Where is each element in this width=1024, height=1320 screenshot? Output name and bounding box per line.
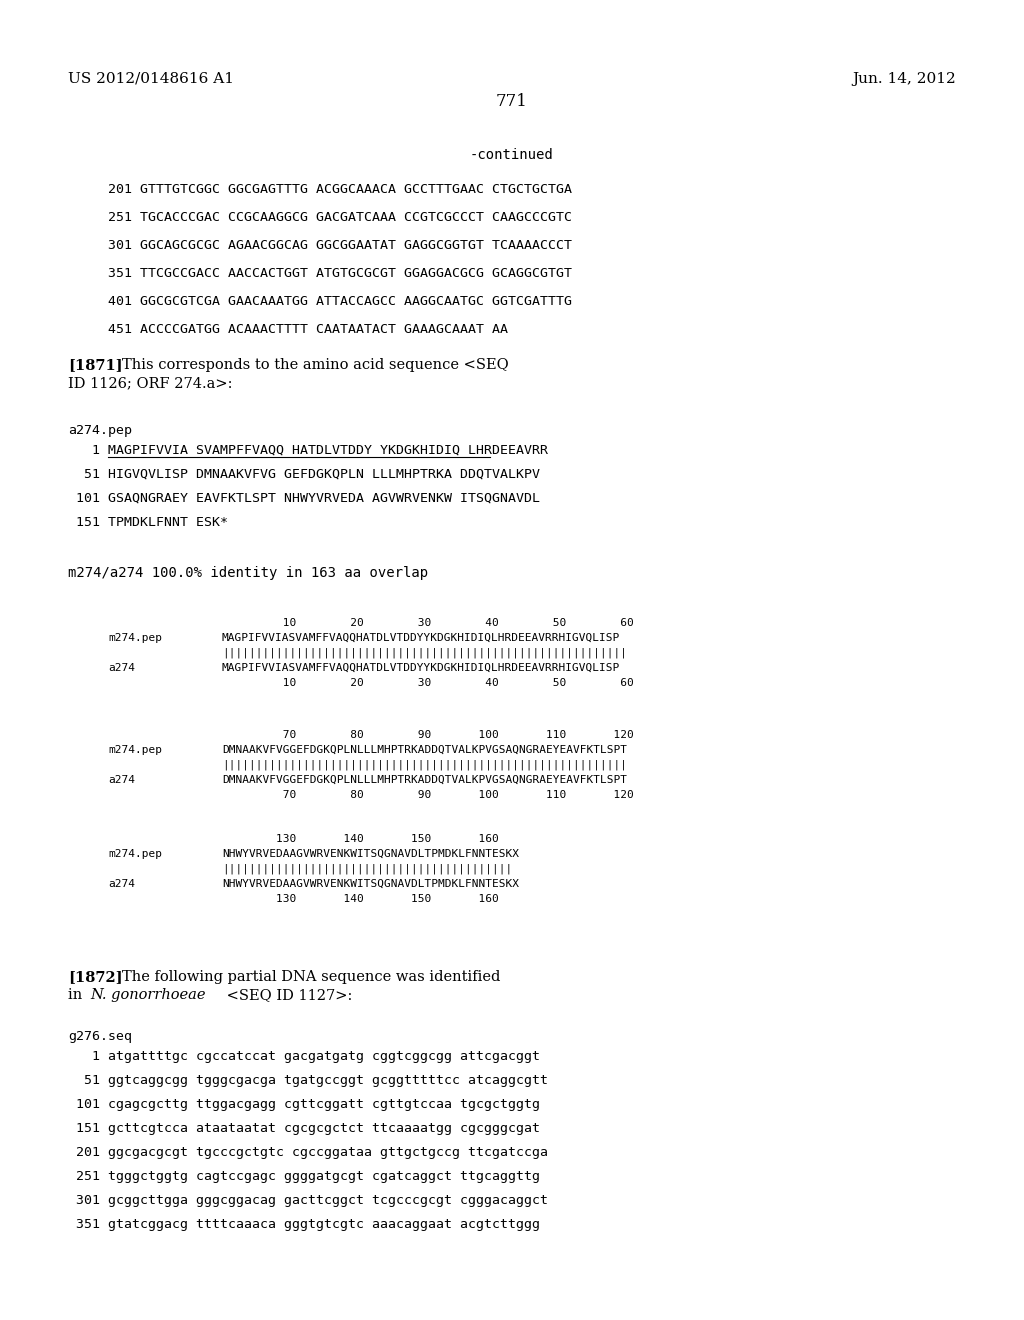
Text: 51 HIGVQVLISP DMNAAKVFVG GEFDGKQPLN LLLMHPTRKA DDQTVALKPV: 51 HIGVQVLISP DMNAAKVFVG GEFDGKQPLN LLLM… [68,469,540,480]
Text: 1 MAGPIFVVIA SVAMPFFVAQQ HATDLVTDDY YKDGKHIDIQ LHRDEEAVRR: 1 MAGPIFVVIA SVAMPFFVAQQ HATDLVTDDY YKDG… [68,444,548,457]
Text: 201 ggcgacgcgt tgcccgctgtc cgccggataa gttgctgccg ttcgatccga: 201 ggcgacgcgt tgcccgctgtc cgccggataa gt… [68,1146,548,1159]
Text: MAGPIFVVIASVAMFFVAQQHATDLVTDDYYKDGKHIDIQLHRDEEAVRRHIGVQLISP: MAGPIFVVIASVAMFFVAQQHATDLVTDDYYKDGKHIDIQ… [222,663,621,673]
Text: This corresponds to the amino acid sequence <SEQ: This corresponds to the amino acid seque… [122,358,509,372]
Text: ||||||||||||||||||||||||||||||||||||||||||||||||||||||||||||: ||||||||||||||||||||||||||||||||||||||||… [222,648,627,659]
Text: a274.pep: a274.pep [68,424,132,437]
Text: 201 GTTTGTCGGC GGCGAGTTTG ACGGCAAACA GCCTTTGAAC CTGCTGCTGA: 201 GTTTGTCGGC GGCGAGTTTG ACGGCAAACA GCC… [108,183,572,195]
Text: ID 1126; ORF 274.a>:: ID 1126; ORF 274.a>: [68,376,232,389]
Text: NHWYVRVEDAAGVWRVENKWITSQGNAVDLTPMDKLFNNTESKX: NHWYVRVEDAAGVWRVENKWITSQGNAVDLTPMDKLFNNT… [222,849,519,859]
Text: 301 GGCAGCGCGC AGAACGGCAG GGCGGAATAT GAGGCGGTGT TCAAAACCCT: 301 GGCAGCGCGC AGAACGGCAG GGCGGAATAT GAG… [108,239,572,252]
Text: m274.pep: m274.pep [108,744,162,755]
Text: NHWYVRVEDAAGVWRVENKWITSQGNAVDLTPMDKLFNNTESKX: NHWYVRVEDAAGVWRVENKWITSQGNAVDLTPMDKLFNNT… [222,879,519,888]
Text: |||||||||||||||||||||||||||||||||||||||||||: ||||||||||||||||||||||||||||||||||||||||… [222,865,512,874]
Text: 51 ggtcaggcgg tgggcgacga tgatgccggt gcggtttttcc atcaggcgtt: 51 ggtcaggcgg tgggcgacga tgatgccggt gcgg… [68,1074,548,1086]
Text: 70        80        90       100       110       120: 70 80 90 100 110 120 [222,789,634,800]
Text: US 2012/0148616 A1: US 2012/0148616 A1 [68,73,234,86]
Text: 10        20        30        40        50        60: 10 20 30 40 50 60 [222,678,634,688]
Text: N. gonorrhoeae: N. gonorrhoeae [90,987,206,1002]
Text: The following partial DNA sequence was identified: The following partial DNA sequence was i… [122,970,501,983]
Text: in: in [68,987,87,1002]
Text: MAGPIFVVIASVAMFFVAQQHATDLVTDDYYKDGKHIDIQLHRDEEAVRRHIGVQLISP: MAGPIFVVIASVAMFFVAQQHATDLVTDDYYKDGKHIDIQ… [222,634,621,643]
Text: g276.seq: g276.seq [68,1030,132,1043]
Text: 130       140       150       160: 130 140 150 160 [222,834,499,843]
Text: ||||||||||||||||||||||||||||||||||||||||||||||||||||||||||||: ||||||||||||||||||||||||||||||||||||||||… [222,760,627,771]
Text: a274: a274 [108,775,135,785]
Text: 301 gcggcttgga gggcggacag gacttcggct tcgcccgcgt cgggacaggct: 301 gcggcttgga gggcggacag gacttcggct tcg… [68,1195,548,1206]
Text: 1 atgattttgc cgccatccat gacgatgatg cggtcggcgg attcgacggt: 1 atgattttgc cgccatccat gacgatgatg cggtc… [68,1049,540,1063]
Text: 351 TTCGCCGACC AACCACTGGT ATGTGCGCGT GGAGGACGCG GCAGGCGTGT: 351 TTCGCCGACC AACCACTGGT ATGTGCGCGT GGA… [108,267,572,280]
Text: 130       140       150       160: 130 140 150 160 [222,894,499,904]
Text: <SEQ ID 1127>:: <SEQ ID 1127>: [222,987,352,1002]
Text: Jun. 14, 2012: Jun. 14, 2012 [852,73,956,86]
Text: a274: a274 [108,879,135,888]
Text: -continued: -continued [470,148,554,162]
Text: 101 cgagcgcttg ttggacgagg cgttcggatt cgttgtccaa tgcgctggtg: 101 cgagcgcttg ttggacgagg cgttcggatt cgt… [68,1098,540,1111]
Text: m274.pep: m274.pep [108,849,162,859]
Text: DMNAAKVFVGGEFDGKQPLNLLLMHPTRKADDQTVALKPVGSAQNGRAEYEAVFKTLSPT: DMNAAKVFVGGEFDGKQPLNLLLMHPTRKADDQTVALKPV… [222,775,627,785]
Text: m274/a274 100.0% identity in 163 aa overlap: m274/a274 100.0% identity in 163 aa over… [68,566,428,579]
Text: 251 tgggctggtg cagtccgagc ggggatgcgt cgatcaggct ttgcaggttg: 251 tgggctggtg cagtccgagc ggggatgcgt cga… [68,1170,540,1183]
Text: 401 GGCGCGTCGA GAACAAATGG ATTACCAGCC AAGGCAATGC GGTCGATTTG: 401 GGCGCGTCGA GAACAAATGG ATTACCAGCC AAG… [108,294,572,308]
Text: 251 TGCACCCGAC CCGCAAGGCG GACGATCAAA CCGTCGCCCT CAAGCCCGTC: 251 TGCACCCGAC CCGCAAGGCG GACGATCAAA CCG… [108,211,572,224]
Text: 70        80        90       100       110       120: 70 80 90 100 110 120 [222,730,634,741]
Text: 10        20        30        40        50        60: 10 20 30 40 50 60 [222,618,634,628]
Text: a274: a274 [108,663,135,673]
Text: 771: 771 [496,92,528,110]
Text: 351 gtatcggacg ttttcaaaca gggtgtcgtc aaacaggaat acgtcttggg: 351 gtatcggacg ttttcaaaca gggtgtcgtc aaa… [68,1218,540,1232]
Text: 151 TPMDKLFNNT ESK*: 151 TPMDKLFNNT ESK* [68,516,228,529]
Text: 151 gcttcgtcca ataataatat cgcgcgctct ttcaaaatgg cgcgggcgat: 151 gcttcgtcca ataataatat cgcgcgctct ttc… [68,1122,540,1135]
Text: 101 GSAQNGRAEY EAVFKTLSPT NHWYVRVEDA AGVWRVENKW ITSQGNAVDL: 101 GSAQNGRAEY EAVFKTLSPT NHWYVRVEDA AGV… [68,492,540,506]
Text: m274.pep: m274.pep [108,634,162,643]
Text: [1871]: [1871] [68,358,123,372]
Text: DMNAAKVFVGGEFDGKQPLNLLLMHPTRKADDQTVALKPVGSAQNGRAEYEAVFKTLSPT: DMNAAKVFVGGEFDGKQPLNLLLMHPTRKADDQTVALKPV… [222,744,627,755]
Text: 451 ACCCCGATGG ACAAACTTTT CAATAATACT GAAAGCAAAT AA: 451 ACCCCGATGG ACAAACTTTT CAATAATACT GAA… [108,323,508,337]
Text: [1872]: [1872] [68,970,123,983]
